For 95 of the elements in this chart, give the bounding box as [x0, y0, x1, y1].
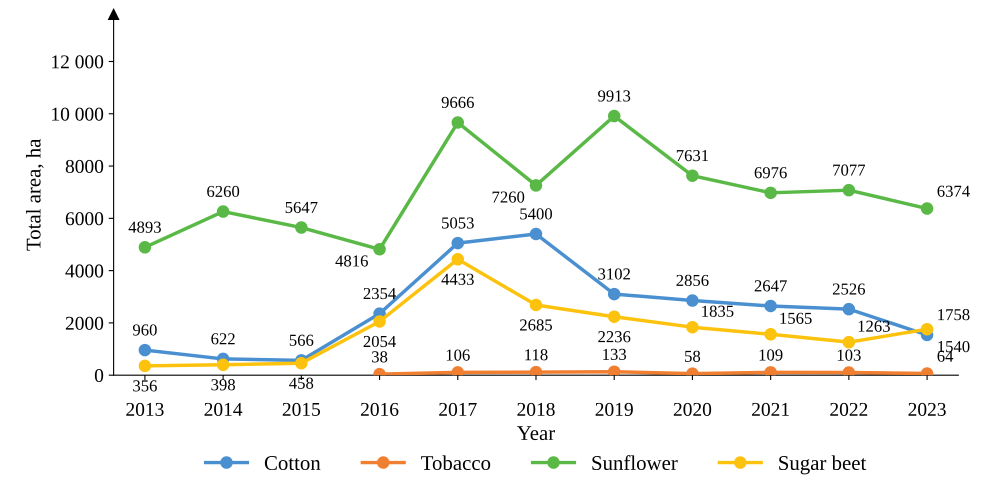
data-label: 7077 [833, 164, 866, 176]
point [452, 236, 464, 250]
data-label: 118 [525, 349, 548, 360]
legend-label: Tobacco [421, 455, 490, 470]
y-tick-label: 6000 [66, 212, 104, 226]
data-label: 58 [685, 350, 700, 362]
point [686, 320, 699, 334]
data-label: 6374 [938, 186, 970, 197]
point [764, 300, 777, 312]
data-label: 622 [211, 333, 235, 344]
data-label: 6260 [207, 186, 240, 198]
data-label: 4893 [128, 222, 161, 233]
data-label: 9913 [598, 90, 630, 102]
point [920, 322, 934, 336]
point [530, 179, 542, 192]
data-label: 458 [289, 378, 314, 389]
x-tick-label: 2016 [360, 402, 398, 416]
point [686, 294, 699, 307]
point [216, 358, 230, 372]
x-tick-label: 2013 [126, 402, 164, 416]
data-label: 2856 [676, 274, 709, 286]
data-label: 6976 [754, 167, 787, 178]
point [764, 186, 777, 200]
point [764, 328, 777, 341]
point [608, 365, 620, 376]
point [530, 228, 542, 240]
point [920, 202, 934, 215]
data-label: 5647 [286, 202, 318, 214]
data-label: 2354 [364, 288, 396, 300]
point [452, 116, 464, 129]
data-label: 9666 [442, 96, 474, 108]
data-label: 64 [938, 350, 954, 362]
data-label: 3102 [598, 268, 630, 280]
point [842, 336, 856, 348]
x-tick-label: 2021 [752, 402, 789, 416]
data-label: 2236 [598, 331, 630, 342]
data-label: 5053 [442, 217, 474, 229]
x-axis-title: Year [517, 426, 556, 440]
x-tick-label: 2017 [439, 402, 477, 416]
data-label: 1835 [702, 306, 734, 317]
data-label: 2647 [754, 280, 787, 292]
point [295, 356, 308, 370]
data-label: 4433 [441, 274, 474, 285]
point [608, 288, 620, 300]
data-label: 1540 [938, 340, 970, 352]
x-tick-label: 2023 [908, 402, 946, 416]
point [138, 360, 152, 372]
legend-label: Cotton [264, 456, 320, 470]
y-tick-label: 10 000 [52, 108, 104, 121]
y-tick-label: 4000 [65, 264, 104, 278]
data-label: 356 [133, 380, 157, 392]
data-label: 398 [211, 379, 235, 390]
point [686, 169, 699, 182]
x-tick-label: 2019 [596, 402, 633, 416]
x-tick-label: 2014 [204, 402, 242, 416]
point [373, 315, 386, 328]
point [138, 241, 152, 254]
point [138, 344, 152, 356]
data-label: 1565 [780, 312, 812, 324]
data-label: 2526 [832, 283, 866, 295]
point [842, 184, 856, 196]
y-tick-label: 12 000 [52, 55, 104, 68]
data-label: 4816 [335, 255, 368, 267]
y-tick-label: 2000 [66, 316, 104, 330]
legend-label: Sunflower [592, 455, 678, 470]
y-tick-label: 8000 [66, 160, 104, 173]
legend-label: Sugar beet [779, 455, 866, 474]
data-label: 109 [760, 349, 782, 361]
point [530, 298, 542, 312]
point [216, 205, 230, 218]
point [452, 253, 464, 266]
data-label: 7260 [492, 191, 524, 203]
data-label: 7631 [676, 150, 708, 162]
data-label: 38 [372, 351, 388, 362]
point [608, 310, 620, 323]
data-label: 1758 [938, 309, 970, 320]
data-label: 2685 [520, 319, 552, 331]
y-tick-label: 0 [94, 368, 104, 382]
x-tick-label: 2020 [674, 402, 712, 416]
x-tick-label: 2022 [830, 402, 868, 416]
data-label: 2054 [364, 336, 396, 348]
data-label: 106 [446, 349, 470, 361]
data-label: 566 [290, 334, 314, 346]
data-label: 5400 [520, 208, 552, 220]
data-label: 133 [603, 348, 626, 360]
data-label: 103 [838, 350, 861, 361]
point [608, 110, 620, 122]
point [295, 221, 308, 234]
x-tick-label: 2018 [517, 402, 555, 416]
point [842, 302, 856, 316]
x-tick-label: 2015 [282, 402, 320, 416]
point [373, 243, 386, 256]
data-label: 960 [132, 324, 157, 336]
data-label: 1263 [858, 320, 890, 332]
y-axis-title: Total area, ha [26, 138, 44, 251]
